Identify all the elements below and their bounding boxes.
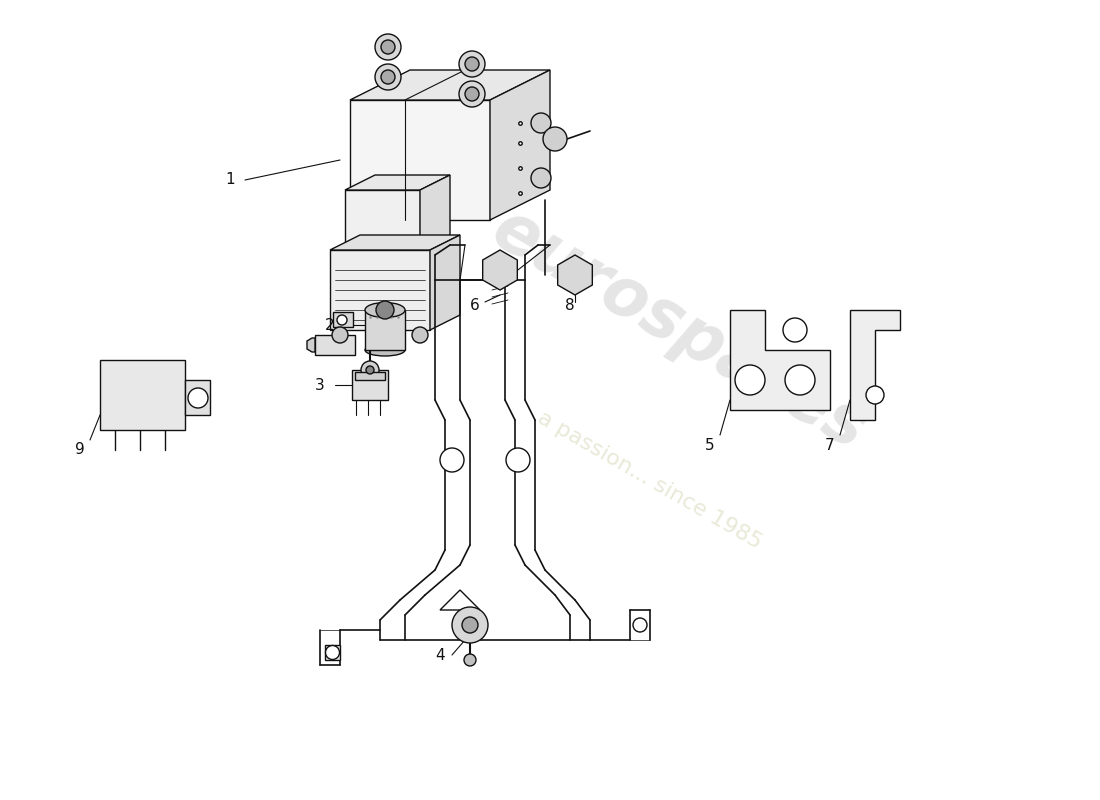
Text: 7: 7: [825, 438, 835, 453]
Circle shape: [459, 81, 485, 107]
Polygon shape: [420, 175, 450, 250]
Circle shape: [465, 57, 478, 71]
Text: 3: 3: [315, 378, 324, 393]
Circle shape: [506, 448, 530, 472]
Circle shape: [361, 361, 379, 379]
Circle shape: [632, 618, 647, 632]
Circle shape: [452, 607, 488, 643]
Circle shape: [866, 386, 884, 404]
Text: 5: 5: [705, 438, 715, 453]
Text: 6: 6: [470, 298, 480, 313]
Polygon shape: [730, 310, 830, 410]
Polygon shape: [350, 70, 550, 100]
Circle shape: [381, 40, 395, 54]
Circle shape: [459, 51, 485, 77]
Text: 2: 2: [326, 318, 334, 333]
Polygon shape: [490, 70, 550, 220]
Text: 8: 8: [565, 298, 575, 313]
Circle shape: [376, 301, 394, 319]
Bar: [100, 360, 185, 430]
Circle shape: [531, 113, 551, 133]
Circle shape: [375, 64, 402, 90]
Text: 4: 4: [436, 647, 444, 662]
Polygon shape: [345, 190, 420, 250]
Circle shape: [381, 70, 395, 84]
Circle shape: [332, 327, 348, 343]
Circle shape: [440, 448, 464, 472]
Circle shape: [412, 327, 428, 343]
Circle shape: [531, 168, 551, 188]
Polygon shape: [345, 175, 450, 190]
Text: eurospares: eurospares: [481, 196, 879, 464]
Circle shape: [464, 654, 476, 666]
Polygon shape: [330, 250, 430, 330]
Circle shape: [785, 365, 815, 395]
Bar: [324, 645, 340, 660]
Circle shape: [337, 315, 346, 325]
Polygon shape: [850, 310, 900, 420]
Circle shape: [543, 127, 566, 151]
Circle shape: [188, 388, 208, 408]
Text: 9: 9: [75, 442, 85, 458]
Ellipse shape: [365, 302, 405, 318]
Polygon shape: [330, 235, 460, 250]
Bar: [355, 372, 385, 380]
Circle shape: [366, 366, 374, 374]
Circle shape: [462, 617, 478, 633]
Bar: [333, 312, 353, 327]
Text: a passion... since 1985: a passion... since 1985: [535, 407, 766, 553]
Circle shape: [465, 87, 478, 101]
Text: 1: 1: [226, 173, 234, 187]
Circle shape: [375, 34, 402, 60]
Bar: [352, 370, 388, 400]
Polygon shape: [350, 100, 490, 220]
Polygon shape: [440, 590, 480, 610]
Ellipse shape: [365, 344, 405, 356]
Circle shape: [783, 318, 807, 342]
Circle shape: [326, 646, 340, 659]
Polygon shape: [430, 235, 460, 330]
Bar: [365, 310, 405, 350]
Polygon shape: [307, 338, 315, 352]
Bar: [315, 335, 355, 355]
Circle shape: [735, 365, 764, 395]
Bar: [185, 380, 210, 415]
